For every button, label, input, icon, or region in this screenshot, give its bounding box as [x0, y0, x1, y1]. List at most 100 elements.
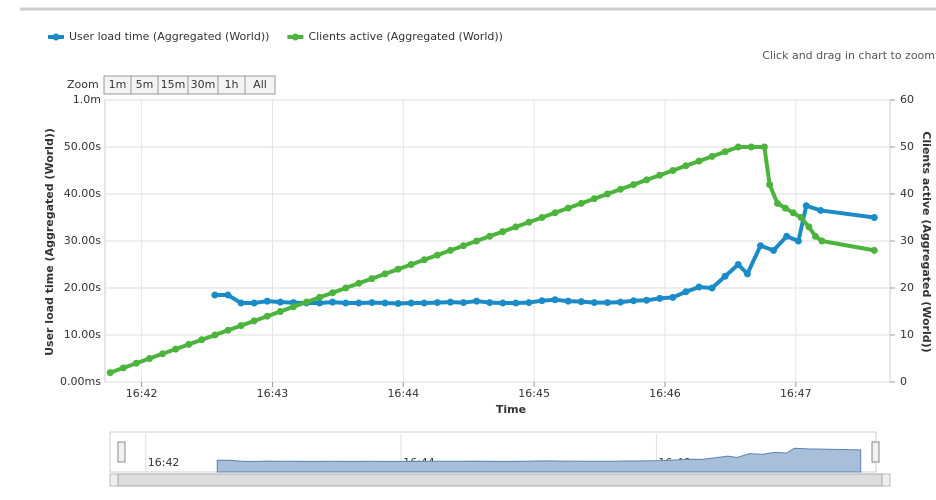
navigator-tick-label: 16:42 — [148, 456, 180, 469]
navigator-handle[interactable] — [117, 441, 126, 463]
x-axis-title: Time — [496, 403, 526, 416]
data-point — [224, 291, 232, 299]
data-point — [145, 355, 153, 362]
data-point — [473, 297, 481, 305]
y-tick-label: 20.00s — [64, 281, 101, 294]
data-point — [394, 300, 402, 308]
series-line — [214, 203, 875, 306]
data-point — [316, 293, 324, 301]
data-point — [512, 223, 520, 231]
zoom-button-label[interactable]: 5m — [136, 78, 154, 91]
navigator-handle[interactable] — [871, 441, 880, 463]
legend-item[interactable]: Clients active (Aggregated (World)) — [287, 30, 503, 43]
data-point — [355, 279, 363, 287]
data-point — [695, 157, 703, 165]
data-point — [420, 256, 428, 264]
zoom-button-label[interactable]: 15m — [161, 78, 186, 91]
data-point — [682, 162, 690, 170]
subtitle: Click and drag in chart to zoom — [762, 49, 935, 62]
data-point — [656, 294, 664, 302]
data-point — [616, 298, 624, 306]
data-point — [407, 261, 415, 268]
x-tick-label: 16:43 — [257, 387, 289, 400]
zoom-label: Zoom — [67, 78, 99, 91]
data-point — [643, 296, 651, 304]
data-point — [781, 204, 789, 212]
y2-tick-label: 50 — [900, 140, 914, 153]
data-point — [316, 299, 324, 307]
data-point — [185, 340, 193, 348]
y-tick-label: 1.0m — [73, 93, 101, 106]
data-point — [394, 265, 402, 273]
legend-item[interactable]: User load time (Aggregated (World)) — [48, 30, 269, 43]
data-point — [797, 214, 805, 221]
data-point — [381, 299, 389, 307]
data-point — [211, 331, 219, 339]
data-point — [721, 272, 729, 280]
data-point — [538, 297, 546, 305]
data-point — [590, 195, 598, 203]
data-point — [870, 214, 878, 221]
data-point — [656, 171, 664, 179]
data-point — [473, 237, 481, 245]
y-tick-label: 0.00ms — [60, 375, 101, 388]
data-point — [106, 369, 114, 377]
scrollbar-thumb[interactable] — [117, 473, 883, 487]
data-point — [721, 148, 729, 156]
data-point — [433, 251, 441, 259]
data-point — [302, 298, 310, 306]
data-point — [486, 232, 494, 240]
data-point — [756, 242, 764, 250]
y2-tick-label: 20 — [900, 281, 914, 294]
data-point — [342, 299, 350, 307]
legend-label: User load time (Aggregated (World)) — [69, 30, 269, 43]
data-point — [603, 190, 611, 198]
zoom-button-label[interactable]: 1m — [109, 78, 127, 91]
data-point — [119, 364, 127, 372]
data-point — [794, 237, 802, 245]
data-point — [564, 204, 572, 212]
data-point — [198, 336, 206, 344]
zoom-button-label[interactable]: All — [253, 78, 267, 91]
zoom-button[interactable] — [244, 75, 276, 95]
data-point — [603, 299, 611, 307]
data-point — [368, 275, 376, 283]
data-point — [289, 303, 297, 311]
zoom-button-label[interactable]: 30m — [191, 78, 216, 91]
data-point — [708, 152, 716, 160]
data-point — [708, 284, 716, 292]
data-point — [747, 143, 755, 151]
data-point — [368, 299, 376, 307]
data-point — [870, 246, 878, 254]
data-point — [551, 209, 559, 217]
y2-tick-label: 10 — [900, 328, 914, 341]
data-point — [407, 299, 415, 307]
data-point — [577, 298, 585, 306]
data-point — [381, 270, 389, 278]
data-point — [237, 322, 245, 330]
data-point — [172, 345, 180, 353]
data-point — [802, 202, 810, 210]
zoom-button-label[interactable]: 1h — [225, 78, 239, 91]
x-tick-label: 16:45 — [518, 387, 550, 400]
data-point — [669, 293, 677, 301]
legend-label: Clients active (Aggregated (World)) — [308, 30, 503, 43]
y2-axis-title: Clients active (Aggregated (World)) — [920, 131, 933, 352]
data-point — [159, 350, 167, 358]
data-point — [342, 284, 350, 292]
data-point — [616, 185, 624, 193]
data-point — [276, 298, 284, 306]
data-point — [446, 298, 454, 306]
data-point — [818, 237, 826, 245]
data-point — [433, 299, 441, 307]
data-point — [355, 299, 363, 307]
data-point — [132, 359, 140, 367]
data-point — [499, 228, 507, 236]
data-point — [486, 299, 494, 307]
data-point — [811, 232, 819, 240]
data-point — [743, 270, 751, 278]
y-tick-label: 50.00s — [64, 140, 101, 153]
y2-tick-label: 0 — [900, 375, 907, 388]
data-point — [817, 206, 825, 214]
